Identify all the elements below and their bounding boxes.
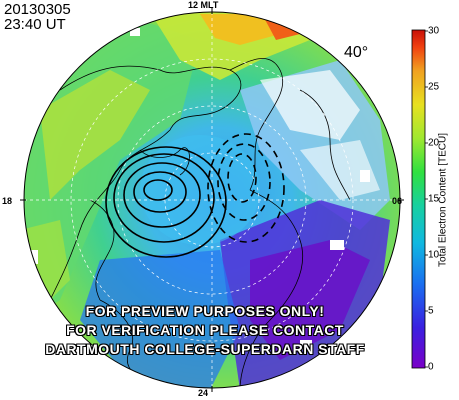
convection-contours-positive (207, 133, 285, 243)
colorbar-ticks (425, 30, 428, 368)
colorbar-tick-label: 5 (428, 305, 434, 317)
mlt-label-left: 18 (2, 196, 13, 206)
convection-contours-negative (105, 146, 227, 258)
disclaimer-line: FOR PREVIEW PURPOSES ONLY! (85, 303, 325, 319)
disclaimer-line: DARTMOUTH COLLEGE-SUPERDARN STAFF (45, 341, 365, 357)
coastlines (49, 58, 351, 388)
mlt-label-right: 06 (392, 196, 403, 206)
colorbar-tick-label: 20 (428, 137, 440, 149)
colorbar-tick-label: 10 (428, 249, 440, 261)
disclaimer-line: FOR VERIFICATION PLEASE CONTACT (66, 322, 344, 338)
colorbar-tick-label: 15 (428, 193, 440, 205)
mlt-label-bottom: 24 (198, 388, 209, 398)
grid (24, 12, 400, 388)
colorbar-title: Total Electron Content [TECU] (437, 133, 449, 267)
mlt-ticks (20, 8, 404, 392)
date-label: 20130305 (4, 1, 71, 18)
latitude-label: 40° (344, 44, 369, 61)
time-label: 23:40 UT (4, 16, 66, 33)
colorbar-scale (411, 29, 426, 369)
mlt-label-top: 12 MLT (188, 0, 219, 10)
colorbar-tick-label: 0 (428, 361, 434, 373)
colorbar-tick-label: 30 (428, 25, 440, 37)
tec-field (24, 12, 390, 388)
colorbar-tick-label: 25 (428, 81, 440, 93)
